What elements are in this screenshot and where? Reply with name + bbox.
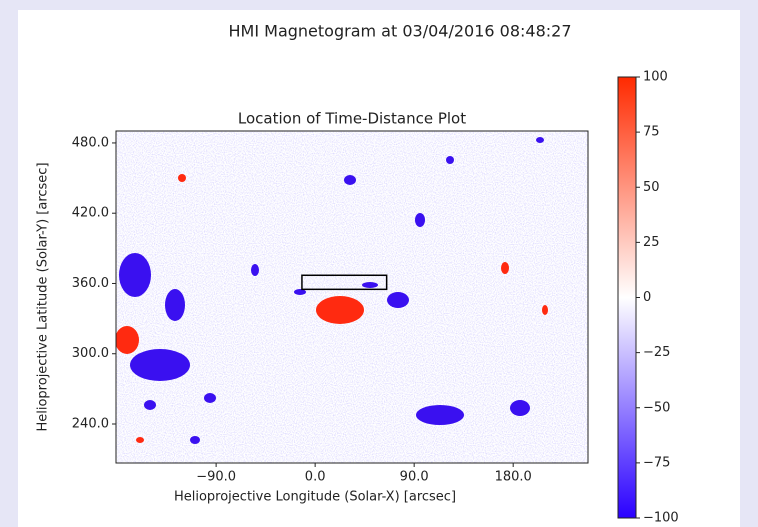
colorbar-tick-label: −50 xyxy=(643,400,670,415)
chart-title: HMI Magnetogram at 03/04/2016 08:48:27 xyxy=(229,22,572,41)
colorbar-tick-label: 75 xyxy=(643,125,660,140)
x-axis-label: Helioprojective Longitude (Solar-X) [arc… xyxy=(174,490,456,505)
colorbar-tick-label: 0 xyxy=(643,290,651,305)
y-tick-label: 480.0 xyxy=(72,135,109,150)
magnetogram-image xyxy=(116,131,588,463)
y-tick-label: 360.0 xyxy=(72,276,109,291)
x-tick-label: −90.0 xyxy=(196,470,236,485)
plot-frame xyxy=(115,130,589,464)
y-axis-label: Helioprojective Latitude (Solar-Y) [arcs… xyxy=(36,162,51,431)
colorbar-tick-label: 25 xyxy=(643,235,660,250)
axes-title: Location of Time-Distance Plot xyxy=(238,110,466,128)
x-tick-label: 90.0 xyxy=(400,470,429,485)
colorbar xyxy=(617,76,637,519)
colorbar-tick-label: −25 xyxy=(643,345,670,360)
colorbar-tick-label: 50 xyxy=(643,180,660,195)
colorbar-tick-label: −75 xyxy=(643,455,670,470)
colorbar-tick-label: 100 xyxy=(643,70,668,85)
x-tick-label: 180.0 xyxy=(495,470,532,485)
y-tick-label: 420.0 xyxy=(72,206,109,221)
time-distance-box xyxy=(301,274,388,291)
y-tick-label: 240.0 xyxy=(72,417,109,432)
colorbar-tick-label: −100 xyxy=(643,511,679,526)
x-tick-label: 0.0 xyxy=(305,470,326,485)
y-tick-label: 300.0 xyxy=(72,346,109,361)
